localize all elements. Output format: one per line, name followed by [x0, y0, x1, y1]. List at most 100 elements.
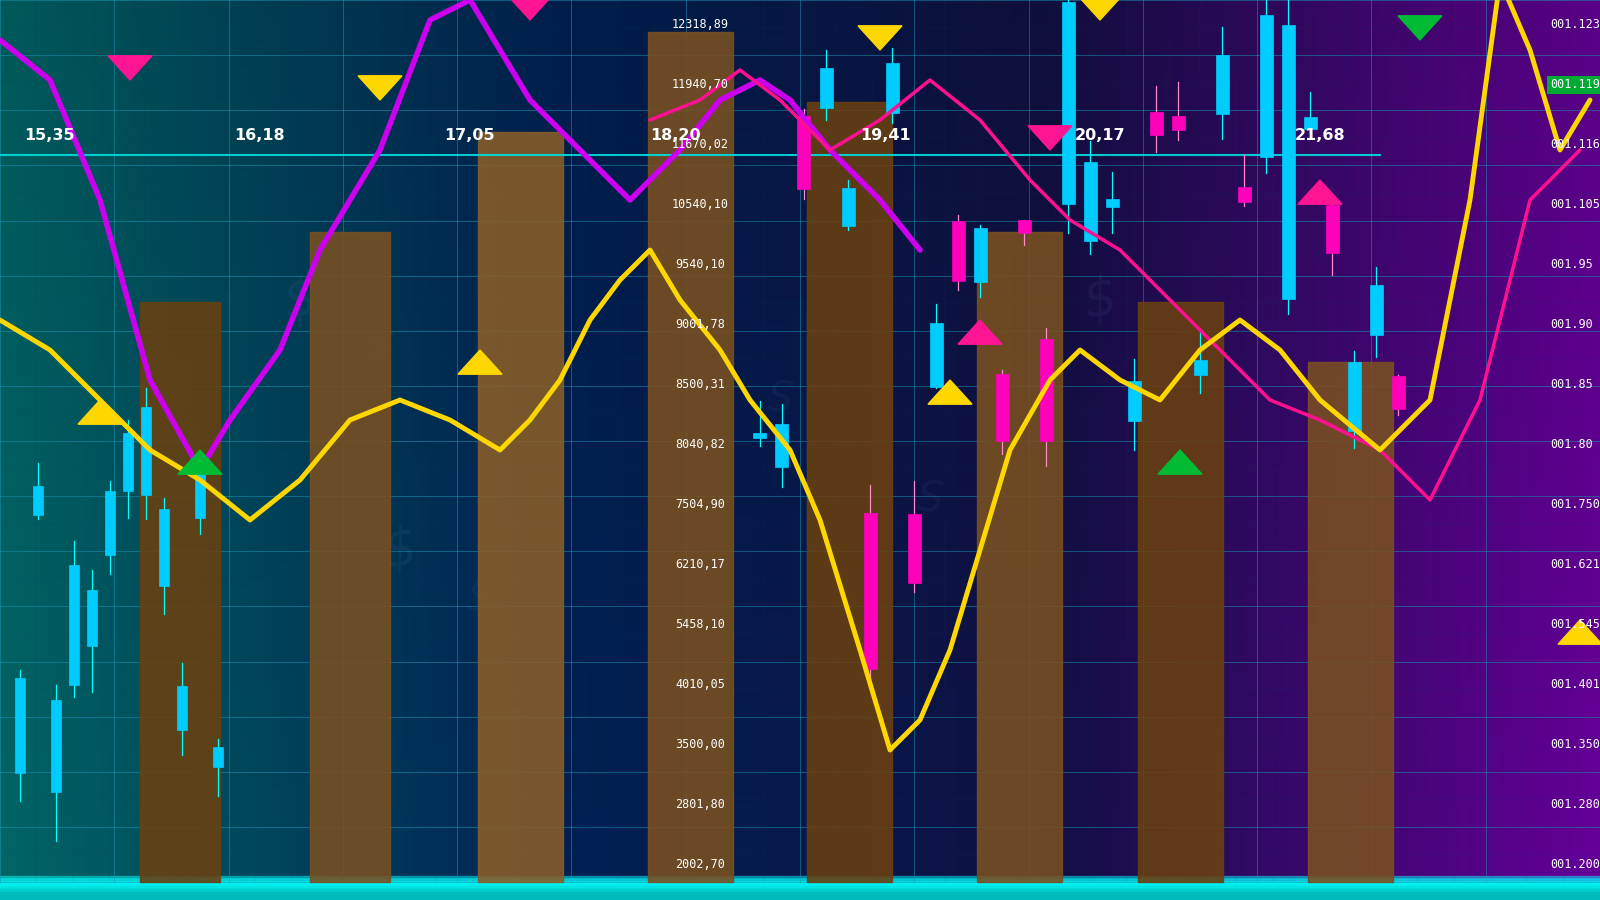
Text: 001.350: 001.350: [1550, 739, 1600, 752]
Text: 2801,80: 2801,80: [675, 798, 725, 812]
Text: 20,17: 20,17: [1075, 128, 1125, 142]
Bar: [14, 679, 26, 773]
Polygon shape: [1027, 126, 1072, 150]
Bar: [69, 565, 78, 685]
Polygon shape: [1298, 180, 1342, 204]
Bar: [1282, 24, 1294, 299]
Bar: [0, 879, 1600, 885]
Polygon shape: [958, 320, 1002, 344]
Bar: [310, 232, 390, 882]
Bar: [978, 232, 1062, 882]
Polygon shape: [1558, 620, 1600, 644]
Bar: [0, 886, 1600, 893]
Text: 001.1231: 001.1231: [1550, 19, 1600, 32]
Text: 21,68: 21,68: [1294, 128, 1346, 142]
Bar: [952, 220, 965, 281]
Bar: [907, 515, 920, 583]
Text: 17,05: 17,05: [445, 128, 496, 142]
Text: 10540,10: 10540,10: [672, 199, 728, 212]
Polygon shape: [78, 400, 122, 424]
Bar: [0, 878, 1600, 884]
Bar: [930, 323, 942, 387]
Text: 001.1194: 001.1194: [1550, 78, 1600, 92]
Bar: [86, 590, 98, 646]
Text: 001.545: 001.545: [1550, 618, 1600, 632]
Bar: [158, 508, 170, 586]
Bar: [1128, 382, 1141, 421]
Text: $: $: [278, 272, 322, 328]
Text: 001.1054: 001.1054: [1550, 199, 1600, 212]
Bar: [106, 491, 115, 555]
Text: 15,35: 15,35: [24, 128, 75, 142]
Text: 18,20: 18,20: [650, 128, 701, 142]
Text: S: S: [765, 378, 795, 422]
Text: 8500,31: 8500,31: [675, 379, 725, 392]
Bar: [123, 434, 133, 491]
Polygon shape: [928, 380, 973, 404]
Text: 8040,82: 8040,82: [675, 438, 725, 452]
Text: S: S: [365, 328, 395, 372]
Bar: [1307, 362, 1392, 882]
Bar: [819, 68, 832, 108]
Text: 001.200: 001.200: [1550, 859, 1600, 871]
Bar: [0, 882, 1600, 888]
Bar: [1325, 204, 1339, 253]
Bar: [1347, 362, 1360, 431]
Text: 001.401: 001.401: [1550, 679, 1600, 691]
Bar: [1171, 116, 1184, 130]
Bar: [1018, 220, 1030, 233]
Text: $: $: [1078, 272, 1122, 328]
Bar: [885, 62, 899, 113]
Text: 001.85: 001.85: [1550, 379, 1592, 392]
Polygon shape: [1158, 450, 1202, 474]
Bar: [0, 876, 1600, 882]
Text: 001.90: 001.90: [1550, 319, 1592, 331]
Bar: [1392, 376, 1405, 410]
Bar: [141, 408, 150, 495]
Bar: [0, 880, 1600, 886]
Text: 19,41: 19,41: [859, 128, 910, 142]
Bar: [842, 188, 854, 226]
Bar: [213, 747, 222, 767]
Bar: [995, 374, 1008, 441]
Bar: [754, 433, 766, 438]
Bar: [973, 228, 987, 282]
Text: 9540,10: 9540,10: [675, 258, 725, 272]
Text: S: S: [1165, 328, 1195, 372]
Text: 6210,17: 6210,17: [675, 559, 725, 572]
Bar: [141, 302, 221, 882]
Bar: [1061, 2, 1075, 204]
Bar: [1304, 117, 1317, 129]
Text: S: S: [915, 478, 946, 522]
Polygon shape: [458, 350, 502, 374]
Bar: [1083, 162, 1096, 241]
Text: 001.280: 001.280: [1550, 798, 1600, 812]
Text: 001.621: 001.621: [1550, 559, 1600, 572]
Bar: [1259, 15, 1272, 158]
Polygon shape: [109, 56, 152, 80]
Bar: [0, 884, 1600, 889]
Bar: [1216, 55, 1229, 114]
Text: 16,18: 16,18: [235, 128, 285, 142]
Polygon shape: [1398, 16, 1442, 40]
Bar: [797, 116, 811, 189]
Text: 001.95: 001.95: [1550, 258, 1592, 272]
Text: 5458,10: 5458,10: [675, 618, 725, 632]
Bar: [34, 486, 43, 515]
Bar: [477, 132, 563, 882]
Text: $: $: [678, 321, 722, 379]
Bar: [1138, 302, 1222, 882]
Bar: [808, 102, 893, 882]
Text: 11940,70: 11940,70: [672, 78, 728, 92]
Text: $: $: [379, 521, 421, 579]
Text: 001.750: 001.750: [1550, 499, 1600, 511]
Bar: [1106, 199, 1118, 206]
Bar: [1194, 360, 1206, 375]
Polygon shape: [1078, 0, 1122, 20]
Bar: [0, 885, 1600, 891]
Text: $: $: [829, 421, 870, 479]
Polygon shape: [178, 450, 222, 474]
Text: S: S: [466, 578, 494, 622]
Bar: [0, 882, 1600, 900]
Text: 2002,70: 2002,70: [675, 859, 725, 871]
